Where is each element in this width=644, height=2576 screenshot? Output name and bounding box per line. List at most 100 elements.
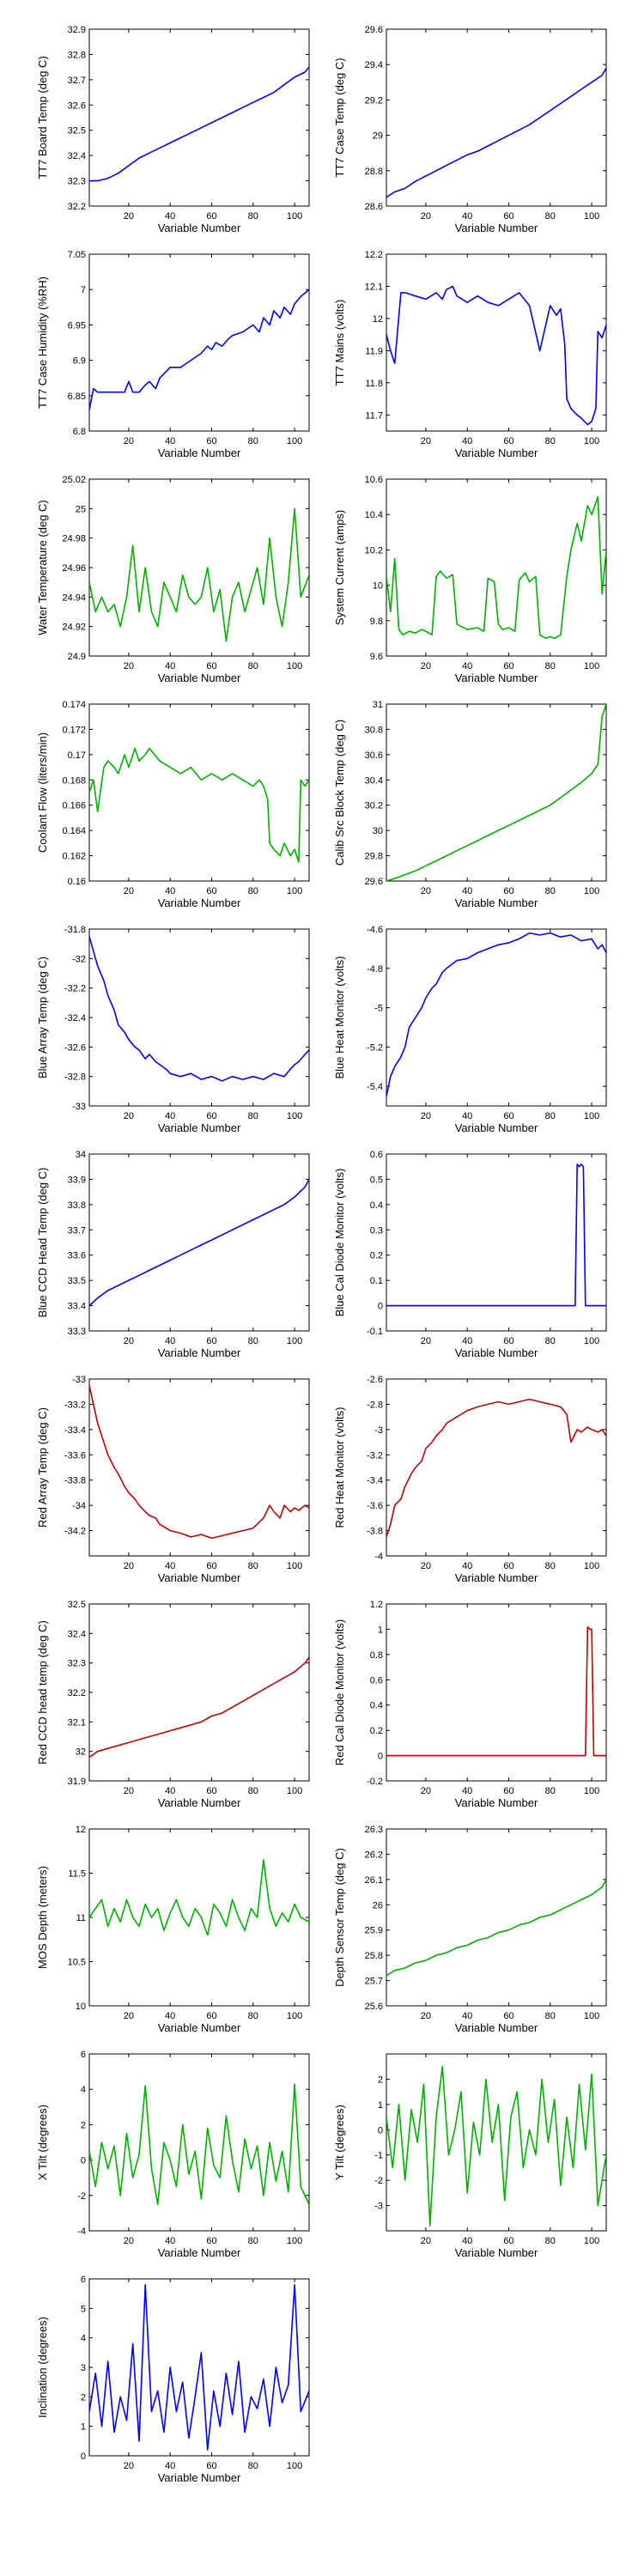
y-tick-label: -32.4 bbox=[64, 1013, 86, 1024]
plot-frame bbox=[386, 703, 607, 882]
x-tick-label: 40 bbox=[462, 1111, 472, 1121]
x-tick-label: 80 bbox=[545, 1336, 556, 1346]
y-tick-label: -3.2 bbox=[367, 1450, 383, 1461]
chart-10-group: 20 40 60 80 100 -5.4 -5.2 -5 -4.8 -4.6 Variable Nu… bbox=[333, 925, 607, 1134]
plot-frame bbox=[386, 478, 607, 657]
x-tick-label: 40 bbox=[462, 436, 472, 447]
y-tick-label: 12 bbox=[373, 314, 383, 325]
x-tick-label: 80 bbox=[545, 211, 556, 222]
x-tick-label: 20 bbox=[421, 1111, 431, 1121]
x-tick-label: 100 bbox=[287, 886, 302, 896]
x-tick-label: 80 bbox=[248, 211, 258, 222]
x-tick-label: 60 bbox=[206, 2236, 216, 2246]
y-tick-label: 30.6 bbox=[365, 750, 383, 761]
x-tick-label: 80 bbox=[248, 1111, 258, 1121]
x-tick-label: 40 bbox=[462, 1786, 472, 1796]
y-tick-label: 28.8 bbox=[365, 167, 383, 177]
y-tick-label: 0.162 bbox=[62, 852, 86, 862]
y-axis-label: Red CCD head temp (deg C) bbox=[36, 1620, 49, 1765]
x-tick-label: 40 bbox=[462, 1561, 472, 1571]
y-tick-label: -33 bbox=[72, 1102, 86, 1112]
y-tick-label: 9.6 bbox=[370, 652, 383, 662]
x-tick-label: 80 bbox=[545, 436, 556, 447]
x-tick-label: 60 bbox=[503, 436, 513, 447]
x-tick-label: 80 bbox=[545, 661, 556, 671]
y-tick-label: 29.6 bbox=[365, 25, 383, 35]
chart-7-group: 20 40 60 80 100 0.16 0.162 0.164 0.166 0.168 0.17 0… bbox=[36, 700, 310, 909]
x-tick-label: 20 bbox=[124, 1111, 134, 1121]
y-tick-label: -33.4 bbox=[64, 1425, 86, 1436]
y-tick-label: -2 bbox=[374, 2176, 383, 2186]
x-tick-label: 80 bbox=[248, 1561, 258, 1571]
x-axis-label: Variable Number bbox=[158, 447, 241, 459]
x-tick-label: 100 bbox=[584, 886, 599, 896]
x-tick-label: 100 bbox=[584, 1561, 599, 1571]
x-axis-label: Variable Number bbox=[455, 896, 538, 909]
series-line bbox=[386, 1625, 606, 1757]
y-tick-label: 12 bbox=[76, 1825, 86, 1835]
y-tick-label: -4 bbox=[374, 1552, 383, 1562]
y-tick-label: 32.6 bbox=[68, 100, 86, 111]
y-tick-label: 10 bbox=[373, 581, 383, 592]
y-tick-label: 29.4 bbox=[365, 60, 383, 70]
x-tick-label: 60 bbox=[503, 886, 513, 896]
y-tick-label: 0 bbox=[81, 2156, 86, 2166]
x-axis-label: Variable Number bbox=[455, 1796, 538, 1809]
y-tick-label: 32.2 bbox=[68, 202, 86, 212]
chart-16-group: 20 40 60 80 100 -0.2 0 0.2 0.4 0.6 0.8 1 1.2 Variable… bbox=[333, 1600, 607, 1809]
y-tick-label: -34.2 bbox=[64, 1527, 86, 1537]
y-tick-label: -33 bbox=[72, 1375, 86, 1385]
y-axis-label: Blue CCD Head Temp (deg C) bbox=[36, 1168, 49, 1318]
y-tick-label: 0.4 bbox=[370, 1200, 383, 1211]
y-axis-label: TT7 Case Temp (deg C) bbox=[333, 58, 346, 177]
y-tick-label: 34 bbox=[76, 1150, 86, 1160]
y-tick-label: 32.2 bbox=[68, 1688, 86, 1698]
y-tick-label: 0.6 bbox=[370, 1150, 383, 1160]
x-tick-label: 100 bbox=[584, 2011, 599, 2021]
y-tick-label: -33.6 bbox=[64, 1450, 86, 1461]
y-tick-label: 24.98 bbox=[62, 534, 86, 544]
x-tick-label: 100 bbox=[584, 1111, 599, 1121]
x-tick-label: 40 bbox=[165, 1561, 175, 1571]
plot-frame bbox=[386, 2053, 607, 2232]
x-tick-label: 80 bbox=[545, 1786, 556, 1796]
y-axis-label: X Tilt (degrees) bbox=[36, 2105, 49, 2180]
series-line bbox=[386, 704, 606, 881]
x-tick-label: 60 bbox=[206, 1111, 216, 1121]
chart-6-group: 20 40 60 80 100 9.6 9.8 10 10.2 10.4 10.6 Variable … bbox=[333, 475, 607, 684]
x-tick-label: 40 bbox=[165, 1786, 175, 1796]
x-tick-label: 40 bbox=[462, 1336, 472, 1346]
y-tick-label: 7 bbox=[81, 285, 86, 295]
y-tick-label: 0.4 bbox=[370, 1701, 383, 1711]
plot-frame bbox=[386, 1828, 607, 2007]
x-axis-label: Variable Number bbox=[158, 671, 241, 684]
x-tick-label: 100 bbox=[287, 2461, 302, 2471]
y-tick-label: -31.8 bbox=[64, 925, 86, 935]
y-tick-label: 11.5 bbox=[68, 1869, 86, 1880]
plot-frame bbox=[88, 928, 310, 1107]
series-line bbox=[89, 1179, 309, 1307]
x-tick-label: 100 bbox=[584, 2236, 599, 2246]
y-tick-label: 12.1 bbox=[365, 282, 383, 292]
y-tick-label: 24.96 bbox=[62, 563, 86, 574]
chart-3-group: 20 40 60 80 100 6.8 6.85 6.9 6.95 7 7.05 Variable N… bbox=[36, 250, 310, 459]
x-tick-label: 20 bbox=[124, 211, 134, 222]
series-line bbox=[386, 1398, 606, 1538]
y-tick-label: 0.2 bbox=[370, 1251, 383, 1261]
x-axis-label: Variable Number bbox=[158, 2471, 241, 2484]
plot-frame bbox=[88, 1153, 310, 1332]
y-tick-label: 25.9 bbox=[365, 1926, 383, 1936]
plot-frame bbox=[386, 1153, 607, 1332]
plot-frame bbox=[386, 928, 607, 1107]
x-tick-label: 100 bbox=[287, 1111, 302, 1121]
x-tick-label: 80 bbox=[545, 1561, 556, 1571]
x-tick-label: 40 bbox=[462, 661, 472, 671]
x-tick-label: 80 bbox=[545, 2236, 556, 2246]
y-tick-label: 32.5 bbox=[68, 1600, 86, 1610]
y-tick-label: 26.1 bbox=[365, 1875, 383, 1886]
x-tick-label: 80 bbox=[248, 2461, 258, 2471]
x-tick-label: 20 bbox=[421, 2011, 431, 2021]
